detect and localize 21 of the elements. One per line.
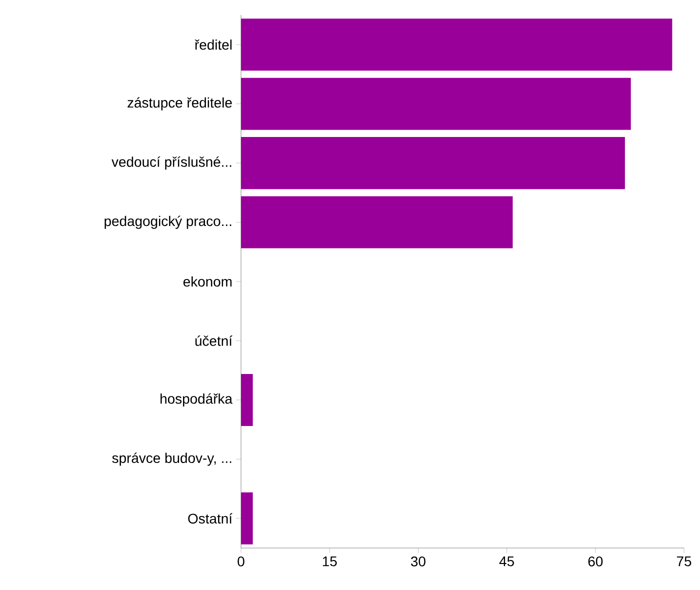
x-tick-label: 0 (238, 556, 244, 566)
y-tick-label: účetní (195, 336, 232, 346)
y-tick-label: vedoucí příslušné... (112, 156, 232, 170)
x-tick-label: 60 (588, 556, 603, 566)
x-tick-label: 30 (410, 556, 426, 566)
y-tick-label: správce budov-y, ... (112, 452, 232, 466)
x-tick-label: 75 (676, 556, 692, 566)
y-tick-label: ekonom (183, 276, 232, 287)
y-tick-label: ředitel (194, 39, 232, 50)
bar (241, 137, 625, 190)
y-tick-label: Ostatní (188, 513, 232, 524)
bar (241, 78, 631, 130)
bar (241, 196, 513, 248)
x-tick-label: 45 (499, 556, 514, 566)
y-tick-label: zástupce ředitele (128, 97, 232, 110)
y-tick-label: hospodářka (160, 393, 232, 407)
y-tick-label: pedagogický praco... (104, 216, 232, 229)
bar (241, 374, 253, 426)
bar (241, 18, 672, 71)
x-tick-label: 15 (322, 556, 337, 566)
bar (241, 492, 253, 544)
